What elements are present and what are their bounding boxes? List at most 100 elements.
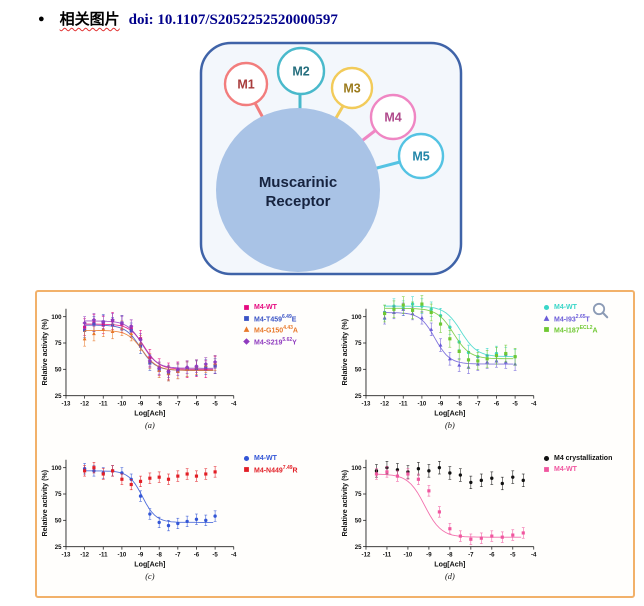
m3-label: M3 xyxy=(343,82,360,96)
magnifier-icon[interactable] xyxy=(592,302,609,319)
legend-label: M4-S2195.62Y xyxy=(254,336,297,346)
legend-label: M4-WT xyxy=(554,466,577,473)
x-axis-label: Log[Ach] xyxy=(134,409,165,417)
legend-marker-icon xyxy=(543,304,550,311)
chart-c: 25 50 75 100 -13 -12 -11 -10 -9 -8 -7 -6 -5 -4 Log[Ach… xyxy=(41,459,237,581)
legend-marker-icon xyxy=(544,467,549,472)
chart-a: 25 50 75 100 -13 -12 -11 -10 -9 -8 -7 -6 -5 -4 Log[Ach… xyxy=(41,308,237,430)
m5-connector xyxy=(375,160,402,170)
legend-label: M4-I932.65T xyxy=(554,314,590,324)
legend-marker-icon xyxy=(243,338,250,345)
svg-text:50: 50 xyxy=(55,517,62,524)
figure-panel: 25 50 75 100 -13 -12 -11 -10 -9 -8 -7 -6 -5 -4 Log[Ach… xyxy=(35,290,635,598)
svg-text:75: 75 xyxy=(55,491,62,498)
m1-connector xyxy=(253,101,264,118)
series xyxy=(383,295,517,370)
series xyxy=(374,466,525,545)
svg-text:75: 75 xyxy=(355,340,362,347)
svg-text:-4: -4 xyxy=(531,401,537,408)
svg-text:-5: -5 xyxy=(212,401,218,408)
m5-circle xyxy=(397,132,445,180)
x-axis-label: Log[Ach] xyxy=(434,560,465,568)
legend-label: M4-T4596.49E xyxy=(254,314,297,324)
svg-text:-10: -10 xyxy=(417,401,426,408)
doi-text[interactable]: doi: 10.1107/S2052252520000597 xyxy=(128,12,338,28)
legend-item: M4-T4596.49E xyxy=(242,314,298,323)
legend-marker-icon xyxy=(244,305,249,310)
receptor-circle xyxy=(216,108,380,272)
svg-text:-5: -5 xyxy=(510,552,516,559)
legend-marker-icon xyxy=(543,455,550,462)
svg-text:-13: -13 xyxy=(62,401,71,408)
svg-text:-5: -5 xyxy=(512,401,518,408)
svg-text:-9: -9 xyxy=(438,401,444,408)
m3-connector xyxy=(334,104,345,120)
legend-label: M4-N4497.49R xyxy=(254,465,298,475)
svg-text:100: 100 xyxy=(51,465,62,472)
svg-text:75: 75 xyxy=(355,491,362,498)
svg-text:-9: -9 xyxy=(426,552,432,559)
svg-text:-8: -8 xyxy=(456,401,462,408)
series xyxy=(374,461,525,491)
legend-item: M4 crystallization xyxy=(542,454,612,463)
chart-b: 25 50 75 100 -13 -12 -11 -10 -9 -8 -7 -6 -5 -4 Log[Ach… xyxy=(341,295,537,430)
legend-label: M4-G1504.43A xyxy=(254,325,298,335)
svg-text:-12: -12 xyxy=(80,401,89,408)
panel-letter: (c) xyxy=(145,572,155,581)
legend-item: M4-WT xyxy=(242,303,298,312)
m3-circle xyxy=(330,66,374,110)
axes: 25 50 75 100 -13 -12 -11 -10 -9 -8 -7 -6 -5 -4 xyxy=(51,308,237,408)
svg-text:-11: -11 xyxy=(399,401,408,408)
svg-text:-8: -8 xyxy=(156,552,162,559)
x-axis-label: Log[Ach] xyxy=(134,560,165,568)
legend-label: M4-WT xyxy=(254,455,277,462)
y-axis-label: Relative activity (%) xyxy=(341,469,349,536)
m4-label: M4 xyxy=(384,111,401,125)
muscarinic-receptor-diagram: Muscarinic Receptor M1 M2 M3 M4 M5 xyxy=(199,41,463,276)
svg-text:25: 25 xyxy=(355,393,362,400)
legend-marker-icon xyxy=(244,316,249,322)
svg-text:50: 50 xyxy=(355,517,362,524)
legend-c: M4-WT M4-N4497.49R xyxy=(242,444,298,476)
svg-text:-4: -4 xyxy=(231,552,237,559)
legend-label: M4-I187ECL2A xyxy=(554,325,598,335)
series xyxy=(83,462,217,491)
legend-label: M4-WT xyxy=(254,304,277,311)
svg-text:-10: -10 xyxy=(117,552,126,559)
legend-b: M4-WT M4-I932.65T M4-I187ECL2A xyxy=(542,293,598,337)
svg-text:100: 100 xyxy=(351,314,362,321)
svg-text:75: 75 xyxy=(55,340,62,347)
y-axis-label: Relative activity (%) xyxy=(341,318,349,385)
m4-connector xyxy=(361,128,378,142)
legend-marker-icon xyxy=(244,467,249,473)
panel-d: 25 50 75 100 -12 -11 -10 -9 -8 -7 -6 -5 -4 Log[Ach] Re… xyxy=(337,444,631,595)
svg-text:-7: -7 xyxy=(175,552,181,559)
list-bullet-icon: ● xyxy=(38,13,45,25)
svg-text:-12: -12 xyxy=(362,552,371,559)
axes: 25 50 75 100 -12 -11 -10 -9 -8 -7 -6 -5 -4 xyxy=(351,459,537,559)
svg-text:25: 25 xyxy=(55,393,62,400)
svg-text:100: 100 xyxy=(51,314,62,321)
receptor-label-line1: Muscarinic xyxy=(259,174,337,191)
svg-text:-4: -4 xyxy=(531,552,537,559)
legend-label: M4 crystallization xyxy=(554,455,613,462)
svg-text:-11: -11 xyxy=(383,552,392,559)
svg-text:-11: -11 xyxy=(99,401,108,408)
section-label: 相关图片 xyxy=(59,12,120,28)
svg-text:-9: -9 xyxy=(138,552,144,559)
panel-letter: (b) xyxy=(445,421,455,430)
legend-item: M4-I187ECL2A xyxy=(542,325,598,335)
panel-letter: (a) xyxy=(145,421,155,430)
x-axis-label: Log[Ach] xyxy=(434,409,465,417)
legend-item: M4-G1504.43A xyxy=(242,325,298,335)
chart-grid: 25 50 75 100 -13 -12 -11 -10 -9 -8 -7 -6 -5 -4 Log[Ach… xyxy=(37,292,633,595)
panel-b: 25 50 75 100 -13 -12 -11 -10 -9 -8 -7 -6 -5 -4 Log[Ach… xyxy=(337,293,631,444)
m2-circle xyxy=(276,46,326,96)
svg-text:-10: -10 xyxy=(117,401,126,408)
legend-item: M4-I932.65T xyxy=(542,314,598,323)
legend-item: M4-WT xyxy=(542,303,598,312)
y-axis-label: Relative activity (%) xyxy=(41,469,49,536)
m5-label: M5 xyxy=(412,150,429,164)
m4-circle xyxy=(369,93,417,141)
svg-text:-6: -6 xyxy=(494,401,500,408)
